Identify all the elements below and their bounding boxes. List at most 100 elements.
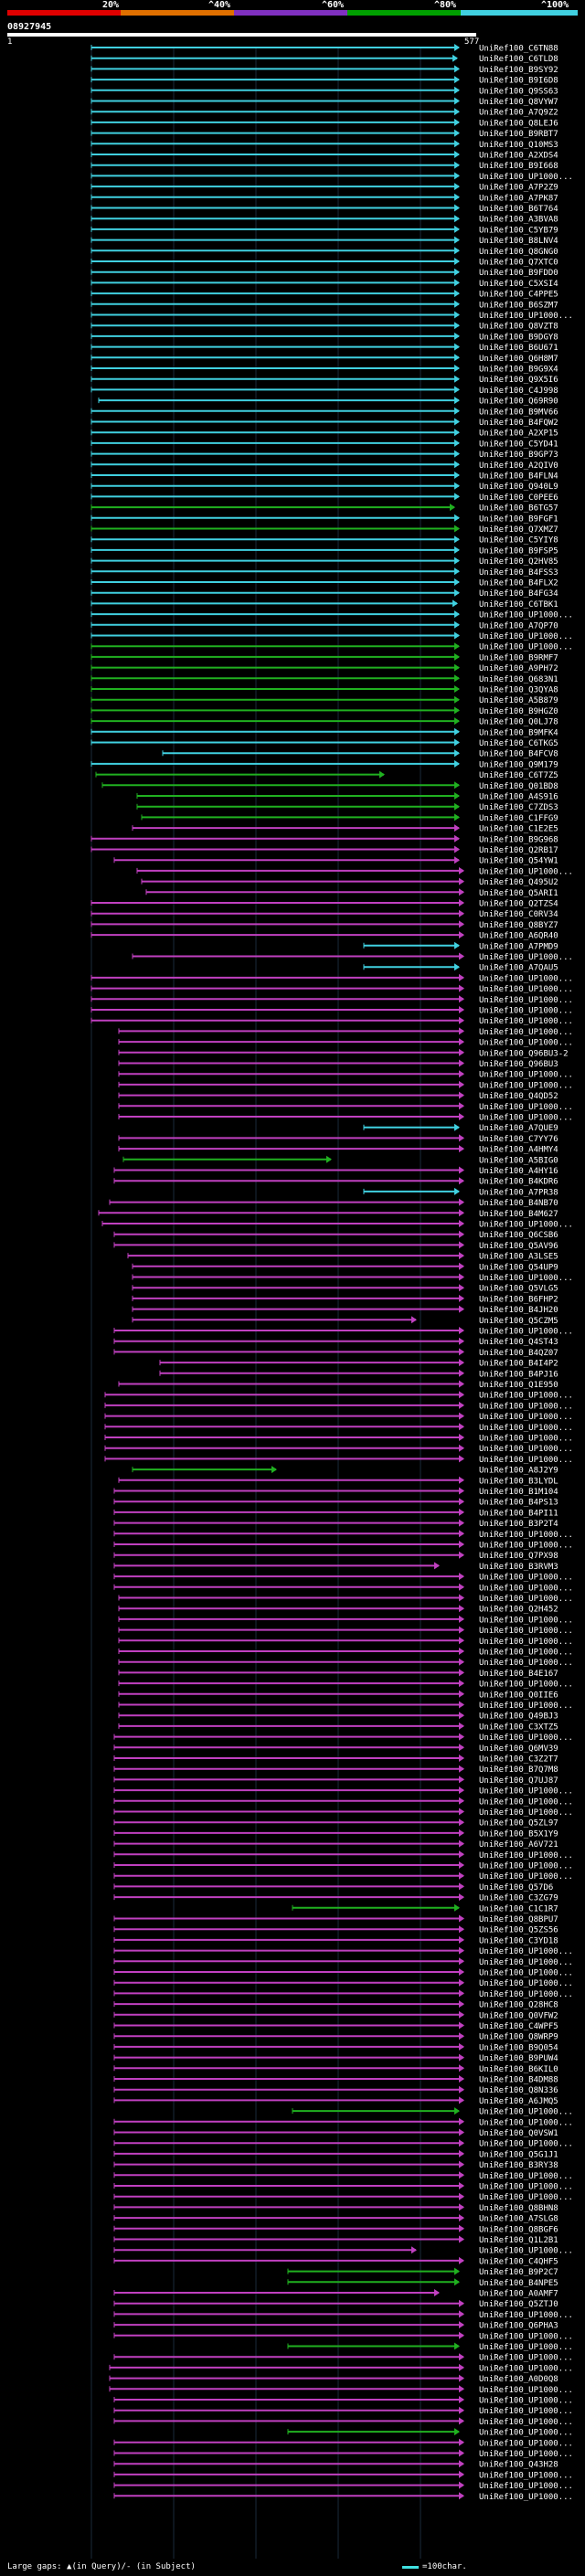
- hit-row[interactable]: UniRef100_UP1000...: [113, 1871, 573, 1882]
- hit-row[interactable]: UniRef100_Q2TZS4: [90, 899, 558, 909]
- hit-row[interactable]: UniRef100_UP1000...: [113, 2139, 573, 2149]
- hit-row[interactable]: UniRef100_A7QUE9: [363, 1123, 558, 1134]
- hit-row[interactable]: UniRef100_A9PH72: [90, 663, 558, 674]
- hit-row[interactable]: UniRef100_A7PR38: [363, 1187, 558, 1198]
- hit-row[interactable]: UniRef100_UP1000...: [113, 1733, 573, 1744]
- hit-row[interactable]: UniRef100_UP1000...: [118, 1113, 573, 1123]
- hit-row[interactable]: UniRef100_C1FFG9: [141, 813, 558, 823]
- hit-row[interactable]: UniRef100_B3LYDL: [118, 1476, 558, 1487]
- hit-row[interactable]: UniRef100_A2XP15: [90, 429, 558, 439]
- hit-row[interactable]: UniRef100_Q57D6: [113, 1882, 553, 1892]
- hit-row[interactable]: UniRef100_B6T764: [90, 204, 558, 215]
- hit-row[interactable]: UniRef100_B9PUW4: [113, 2053, 558, 2064]
- hit-row[interactable]: UniRef100_UP1000...: [132, 1273, 573, 1284]
- hit-row[interactable]: UniRef100_A5BIG0: [122, 1155, 558, 1166]
- hit-row[interactable]: UniRef100_Q8BGF6: [113, 2224, 558, 2235]
- hit-row[interactable]: UniRef100_Q8LEJ6: [90, 118, 558, 129]
- hit-row[interactable]: UniRef100_Q0LJ78: [90, 717, 558, 727]
- hit-row[interactable]: UniRef100_UP1000...: [118, 1102, 573, 1112]
- hit-row[interactable]: UniRef100_B9HGZ0: [90, 706, 558, 716]
- hit-row[interactable]: UniRef100_UP1000...: [118, 1594, 573, 1605]
- hit-row[interactable]: UniRef100_C5YD41: [90, 439, 558, 450]
- hit-row[interactable]: UniRef100_C1C1R7: [292, 1903, 558, 1914]
- hit-row[interactable]: UniRef100_A0D0Q8: [109, 2374, 558, 2385]
- hit-row[interactable]: UniRef100_Q2H452: [118, 1605, 558, 1615]
- hit-row[interactable]: UniRef100_B6FHP2: [132, 1294, 558, 1305]
- hit-row[interactable]: UniRef100_B9I668: [90, 161, 558, 172]
- hit-row[interactable]: UniRef100_A4HY16: [113, 1166, 558, 1177]
- hit-row[interactable]: UniRef100_Q0VSW1: [113, 2128, 558, 2139]
- hit-row[interactable]: UniRef100_B3RVM3: [113, 1562, 558, 1572]
- hit-row[interactable]: UniRef100_UP1000...: [90, 642, 573, 652]
- hit-row[interactable]: UniRef100_UP1000...: [104, 1412, 573, 1423]
- hit-row[interactable]: UniRef100_UP1000...: [118, 1070, 573, 1080]
- hit-row[interactable]: UniRef100_Q4ST43: [113, 1337, 558, 1348]
- hit-row[interactable]: UniRef100_B4NPE5: [287, 2278, 558, 2288]
- hit-row[interactable]: UniRef100_B9MV66: [90, 407, 558, 418]
- hit-row[interactable]: UniRef100_B4PI11: [113, 1508, 558, 1519]
- hit-row[interactable]: UniRef100_UP1000...: [113, 2246, 573, 2256]
- hit-row[interactable]: UniRef100_UP1000...: [113, 2310, 573, 2320]
- hit-row[interactable]: UniRef100_C5XSI4: [90, 279, 558, 289]
- hit-row[interactable]: UniRef100_B4NB70: [109, 1198, 558, 1209]
- hit-row[interactable]: UniRef100_A2QIV0: [90, 461, 558, 471]
- hit-row[interactable]: UniRef100_Q01BD8: [101, 781, 558, 791]
- hit-row[interactable]: UniRef100_A7QAU5: [363, 963, 558, 973]
- hit-row[interactable]: UniRef100_A2XDS4: [90, 151, 558, 161]
- hit-row[interactable]: UniRef100_Q43H28: [113, 2460, 558, 2470]
- hit-row[interactable]: UniRef100_UP1000...: [113, 2492, 573, 2502]
- hit-row[interactable]: UniRef100_C3YD18: [113, 1935, 558, 1946]
- hit-row[interactable]: UniRef100_B9SY92: [90, 65, 558, 75]
- hit-row[interactable]: UniRef100_UP1000...: [90, 1016, 573, 1027]
- hit-row[interactable]: UniRef100_C4WPF5: [113, 2021, 558, 2032]
- hit-row[interactable]: UniRef100_UP1000...: [113, 1807, 573, 1818]
- hit-row[interactable]: UniRef100_UP1000...: [109, 2385, 573, 2395]
- hit-row[interactable]: UniRef100_UP1000...: [113, 1573, 573, 1583]
- hit-row[interactable]: UniRef100_A7PMD9: [363, 941, 558, 952]
- hit-row[interactable]: UniRef100_Q8BYZ7: [90, 920, 558, 930]
- hit-row[interactable]: UniRef100_B4I4P2: [159, 1359, 558, 1369]
- hit-row[interactable]: UniRef100_UP1000...: [287, 2342, 573, 2353]
- hit-row[interactable]: UniRef100_Q0IIE6: [118, 1690, 558, 1701]
- hit-row[interactable]: UniRef100_UP1000...: [113, 2182, 573, 2192]
- hit-row[interactable]: UniRef100_C7YY76: [118, 1134, 558, 1144]
- hit-row[interactable]: UniRef100_Q6CSB6: [113, 1230, 558, 1241]
- hit-row[interactable]: UniRef100_UP1000...: [113, 1850, 573, 1860]
- hit-row[interactable]: UniRef100_Q7XTC0: [90, 258, 558, 268]
- hit-row[interactable]: UniRef100_B4FCV8: [162, 749, 558, 759]
- hit-row[interactable]: UniRef100_UP1000...: [109, 2363, 573, 2374]
- hit-row[interactable]: UniRef100_UP1000...: [104, 1434, 573, 1444]
- hit-row[interactable]: UniRef100_UP1000...: [104, 1444, 573, 1455]
- hit-row[interactable]: UniRef100_A3BVA8: [90, 215, 558, 225]
- hit-row[interactable]: UniRef100_UP1000...: [113, 2192, 573, 2203]
- hit-row[interactable]: UniRef100_B9RBT7: [90, 129, 558, 140]
- hit-row[interactable]: UniRef100_Q0VFW2: [113, 2010, 558, 2021]
- hit-row[interactable]: UniRef100_UP1000...: [113, 2438, 573, 2449]
- hit-row[interactable]: UniRef100_C6TBK1: [90, 599, 558, 610]
- hit-row[interactable]: UniRef100_B4PS13: [113, 1498, 558, 1508]
- hit-row[interactable]: UniRef100_B9DGY8: [90, 332, 558, 343]
- hit-row[interactable]: UniRef100_A5B879: [90, 695, 558, 706]
- hit-row[interactable]: UniRef100_UP1000...: [118, 1080, 573, 1091]
- hit-row[interactable]: UniRef100_UP1000...: [113, 1861, 573, 1871]
- hit-row[interactable]: UniRef100_UP1000...: [104, 1391, 573, 1401]
- hit-row[interactable]: UniRef100_UP1000...: [113, 2470, 573, 2481]
- hit-row[interactable]: UniRef100_UP1000...: [113, 1797, 573, 1807]
- hit-row[interactable]: UniRef100_C6T7Z5: [95, 770, 558, 781]
- hit-row[interactable]: UniRef100_UP1000...: [113, 2417, 573, 2427]
- hit-row[interactable]: UniRef100_C7ZDS3: [136, 802, 558, 813]
- hit-row[interactable]: UniRef100_A6QR40: [90, 931, 558, 941]
- hit-row[interactable]: UniRef100_B4DM88: [113, 2075, 558, 2085]
- hit-row[interactable]: UniRef100_B6KIL0: [113, 2064, 558, 2074]
- hit-row[interactable]: UniRef100_UP1000...: [118, 1615, 573, 1626]
- hit-row[interactable]: UniRef100_UP1000...: [118, 1701, 573, 1712]
- hit-row[interactable]: UniRef100_UP1000...: [113, 1968, 573, 1978]
- hit-row[interactable]: UniRef100_B4KDR6: [113, 1177, 558, 1187]
- hit-row[interactable]: UniRef100_UP1000...: [90, 631, 573, 642]
- hit-row[interactable]: UniRef100_Q49BJ3: [118, 1712, 558, 1722]
- hit-row[interactable]: UniRef100_B7Q7M8: [113, 1765, 558, 1776]
- hit-row[interactable]: UniRef100_B4JH20: [132, 1305, 558, 1316]
- hit-row[interactable]: UniRef100_Q6H8M7: [90, 354, 558, 364]
- hit-row[interactable]: UniRef100_UP1000...: [118, 1637, 573, 1647]
- hit-row[interactable]: UniRef100_A6V721: [113, 1839, 558, 1850]
